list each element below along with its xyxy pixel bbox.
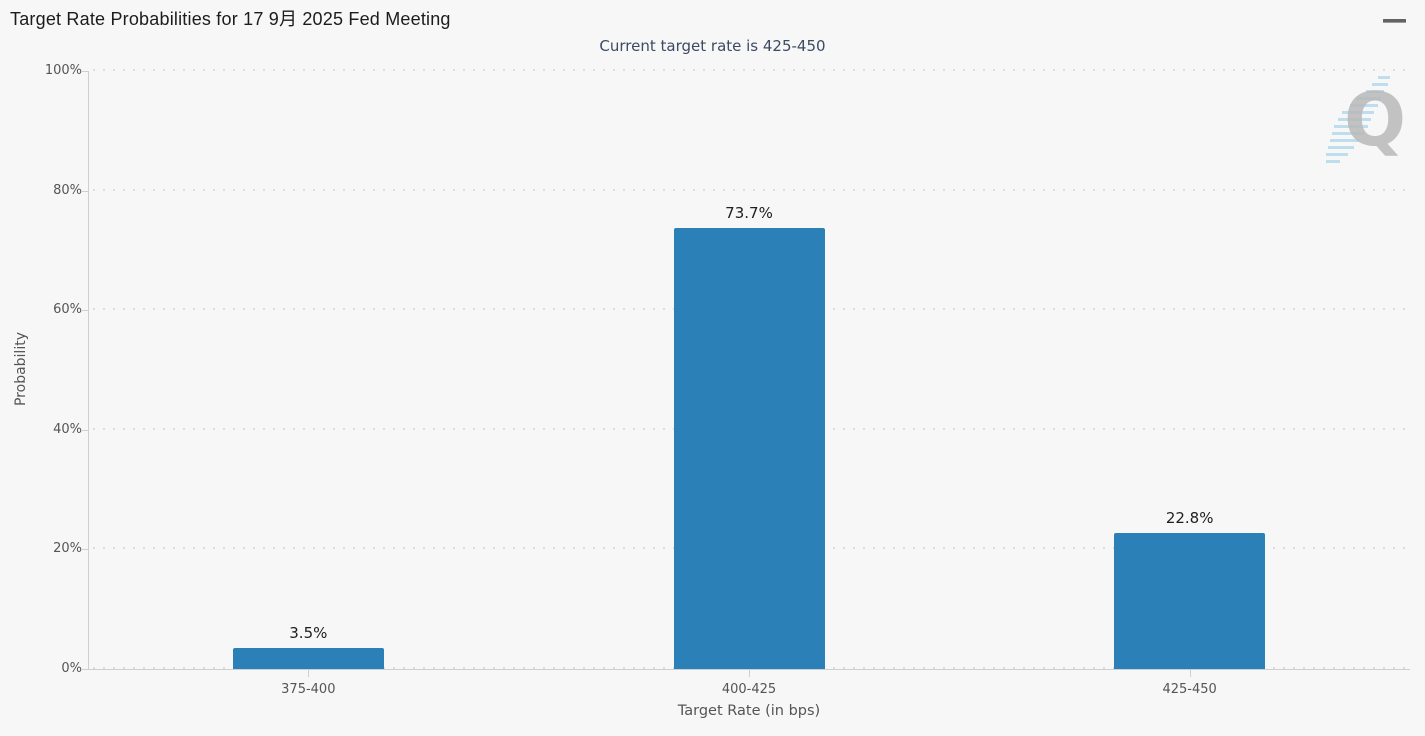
chart-title: Target Rate Probabilities for 17 9月 2025…: [10, 9, 451, 29]
bar-value-label-425-450: 22.8%: [1165, 508, 1214, 527]
bar-375-400[interactable]: [232, 648, 384, 669]
x-tick-mark: [749, 670, 750, 677]
y-tick-label: 40%: [53, 421, 82, 437]
bar-425-450[interactable]: [1114, 532, 1266, 669]
x-axis-title: Target Rate (in bps): [677, 703, 821, 719]
x-tick-label-400-425: 400-425: [721, 682, 777, 697]
y-tick-label: 100%: [44, 63, 82, 78]
x-tick-mark: [308, 670, 310, 677]
bar-value-label-375-400: 3.5%: [289, 624, 328, 643]
y-tick-label: 60%: [53, 302, 82, 318]
x-tick-label-375-400: 375-400: [281, 682, 336, 697]
y-tick-mark: [82, 669, 88, 670]
x-tick-mark: [1189, 670, 1191, 677]
y-tick-mark: [82, 549, 88, 551]
y-tick-mark: [82, 429, 88, 431]
y-tick-mark: [82, 310, 88, 312]
y-tick-mark: [82, 190, 88, 192]
y-gridline-80%: [93, 188, 1410, 191]
chart-subtitle: Current target rate is 425-450: [599, 37, 826, 55]
x-tick-label-425-450: 425-450: [1162, 682, 1217, 697]
y-gridline-100%: [93, 69, 1410, 71]
bar-400-425[interactable]: [673, 228, 825, 669]
y-tick-mark: [82, 71, 88, 72]
y-tick-label: 20%: [53, 541, 82, 557]
bar-value-label-400-425: 73.7%: [725, 204, 773, 223]
y-tick-label: 0%: [61, 661, 82, 676]
y-axis-title: Probability: [13, 332, 29, 407]
chart-context-menu-button[interactable]: [1381, 9, 1409, 33]
x-axis-line: [88, 669, 1410, 670]
y-axis-line: [88, 71, 89, 669]
y-tick-label: 80%: [53, 182, 82, 198]
hamburger-menu-icon: [1383, 19, 1406, 23]
